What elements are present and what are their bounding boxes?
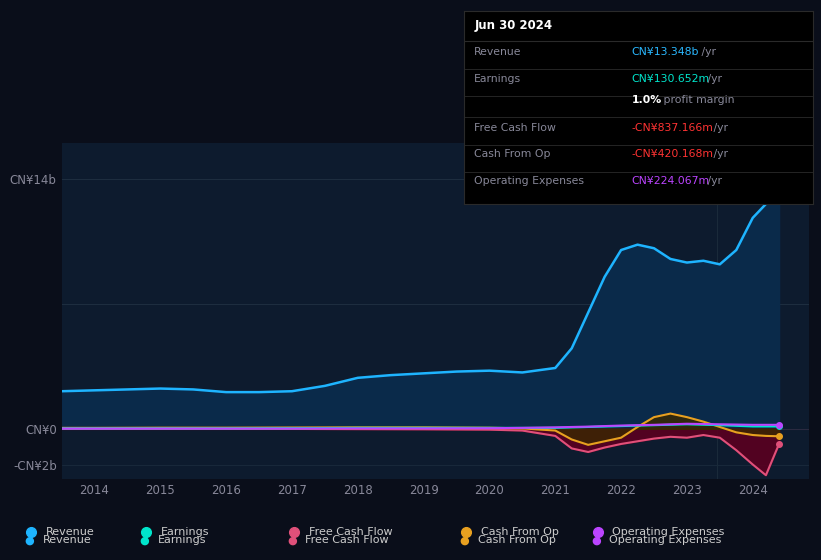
Text: Revenue: Revenue [43, 535, 91, 545]
Text: Cash From Op: Cash From Op [478, 535, 556, 545]
Text: Jun 30 2024: Jun 30 2024 [475, 19, 553, 32]
Text: Free Cash Flow: Free Cash Flow [309, 528, 392, 537]
Text: profit margin: profit margin [660, 95, 735, 105]
Text: /yr: /yr [704, 74, 722, 84]
Text: Cash From Op: Cash From Op [481, 528, 559, 537]
Text: /yr: /yr [698, 47, 716, 57]
Text: CN¥130.652m: CN¥130.652m [631, 74, 709, 84]
Text: Cash From Op: Cash From Op [475, 150, 551, 160]
Text: ●: ● [287, 535, 297, 545]
Text: Operating Expenses: Operating Expenses [612, 528, 725, 537]
Text: ●: ● [591, 535, 601, 545]
Text: Earnings: Earnings [161, 528, 209, 537]
Text: Operating Expenses: Operating Expenses [609, 535, 722, 545]
Text: CN¥224.067m: CN¥224.067m [631, 176, 709, 186]
Text: Free Cash Flow: Free Cash Flow [305, 535, 389, 545]
Text: /yr: /yr [704, 176, 722, 186]
Text: Revenue: Revenue [46, 528, 94, 537]
Text: Earnings: Earnings [475, 74, 521, 84]
Text: ●: ● [25, 535, 34, 545]
Text: -CN¥837.166m: -CN¥837.166m [631, 123, 713, 133]
Text: /yr: /yr [710, 150, 728, 160]
Text: /yr: /yr [710, 123, 728, 133]
Text: -CN¥420.168m: -CN¥420.168m [631, 150, 713, 160]
Text: Earnings: Earnings [158, 535, 206, 545]
Text: Revenue: Revenue [475, 47, 522, 57]
Text: Free Cash Flow: Free Cash Flow [475, 123, 556, 133]
Text: Operating Expenses: Operating Expenses [475, 176, 585, 186]
Text: CN¥13.348b: CN¥13.348b [631, 47, 699, 57]
Text: 1.0%: 1.0% [631, 95, 662, 105]
Text: ●: ● [140, 535, 149, 545]
Text: ●: ● [460, 535, 470, 545]
